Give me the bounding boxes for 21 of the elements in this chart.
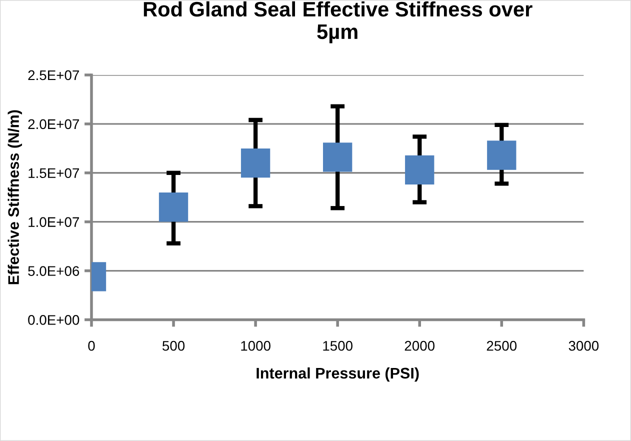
y-tick-label: 1.0E+07 bbox=[28, 217, 79, 227]
x-tick-label: 0 bbox=[88, 340, 95, 351]
y-tick-label: 2.5E+07 bbox=[28, 70, 79, 80]
x-tick-label: 500 bbox=[162, 340, 185, 351]
chart-title: Rod Gland Seal Effective Stiffness over 5µm bbox=[144, 1, 532, 44]
point bbox=[405, 155, 434, 185]
y-axis-title: Effective Stiffness (N/m) bbox=[8, 110, 22, 284]
point bbox=[323, 142, 352, 172]
x-axis-title: Internal Pressure (PSI) bbox=[256, 367, 419, 382]
point bbox=[240, 148, 270, 178]
x-tick-label: 1000 bbox=[241, 340, 270, 351]
y-tick-label: 1.5E+07 bbox=[28, 168, 79, 178]
y-tick-label: 2.0E+07 bbox=[28, 119, 79, 130]
x-tick-label: 2000 bbox=[404, 340, 435, 351]
x-tick-label: 1500 bbox=[323, 340, 352, 351]
y-tick-label: 0.0E+00 bbox=[28, 315, 80, 325]
point bbox=[487, 140, 516, 170]
x-tick-label: 3000 bbox=[568, 340, 599, 351]
x-tick-label: 2500 bbox=[486, 340, 517, 351]
y-tick-label: 5.0E+06 bbox=[28, 266, 80, 276]
point bbox=[158, 192, 188, 222]
